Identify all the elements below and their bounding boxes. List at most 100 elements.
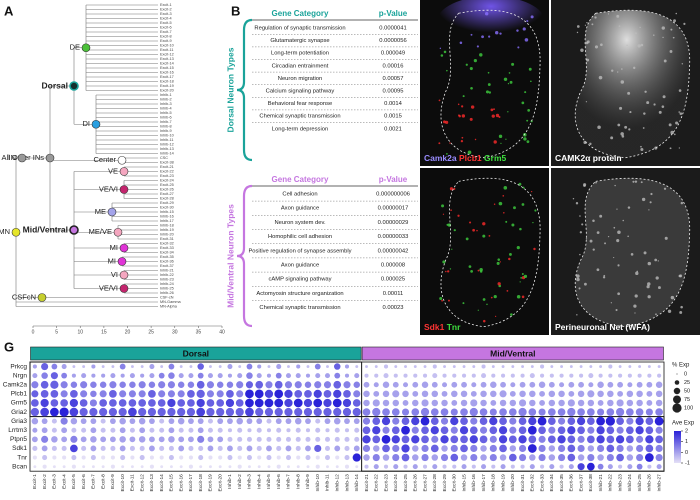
leaf-label: Inhib-14 <box>160 152 174 156</box>
dot <box>305 373 311 378</box>
dot <box>138 381 146 389</box>
dot <box>509 417 517 425</box>
gene-category: Neuron migration <box>278 76 322 82</box>
leaf-label: Excit-29 <box>160 201 174 205</box>
dot <box>256 445 262 451</box>
dot <box>471 382 477 388</box>
speckle <box>490 296 493 299</box>
dot <box>421 453 429 462</box>
dot <box>315 455 320 460</box>
dot <box>178 436 185 443</box>
speckle <box>516 29 519 32</box>
dot <box>469 426 478 435</box>
dot <box>363 399 370 407</box>
dot <box>59 407 69 417</box>
dot <box>343 390 351 398</box>
cluster-label: Inhib-27 <box>656 474 662 492</box>
dot <box>606 435 615 444</box>
dot <box>607 390 614 398</box>
dot <box>41 445 48 452</box>
dot <box>101 373 106 378</box>
speckle <box>644 90 647 93</box>
dot <box>326 365 329 369</box>
dot <box>508 408 517 416</box>
cluster-label: Excit-27 <box>422 474 428 492</box>
leaf-label: Inhib-18 <box>160 224 174 228</box>
dot <box>451 400 458 406</box>
dot <box>285 373 291 379</box>
dot <box>324 445 331 451</box>
speckle <box>503 77 508 82</box>
speckle <box>646 285 650 289</box>
legend-dot <box>673 395 681 404</box>
dot <box>567 435 576 444</box>
speckle <box>576 31 579 34</box>
dot <box>139 445 145 451</box>
speckle <box>673 133 676 136</box>
dot <box>168 445 174 451</box>
gene-label: Bcan <box>12 463 27 470</box>
dot <box>509 399 517 407</box>
dot <box>227 436 233 442</box>
leaf-label: Excit-6 <box>160 26 172 30</box>
speckle <box>517 46 520 49</box>
speckle <box>653 34 655 36</box>
dot <box>499 417 507 425</box>
speckle <box>497 258 501 261</box>
dot <box>344 455 350 461</box>
dot <box>90 445 97 452</box>
p-value: 0.0000041 <box>379 26 406 32</box>
dot <box>392 417 400 425</box>
dot <box>284 389 293 398</box>
cluster-label: Excit-28 <box>432 474 438 492</box>
dot <box>500 464 506 470</box>
dot <box>638 365 642 369</box>
speckle <box>597 125 601 130</box>
tissue <box>575 178 690 327</box>
dot <box>227 428 233 433</box>
dot <box>168 418 175 425</box>
dot <box>401 444 410 453</box>
gene-category: Behavioral fear response <box>268 101 332 107</box>
gene-label: Ptpn5 <box>10 436 27 443</box>
speckle <box>661 26 665 30</box>
dot <box>227 455 233 461</box>
dot <box>333 363 341 370</box>
dot <box>557 435 566 444</box>
dot <box>490 400 497 406</box>
cluster-label: Inhib-3 <box>247 474 253 489</box>
speckle <box>451 248 453 250</box>
dot <box>430 417 439 425</box>
gene-label: Camk2a <box>3 381 28 388</box>
leaf-label: Inhib-13 <box>160 147 174 151</box>
speckle <box>579 253 581 256</box>
dot <box>373 382 379 388</box>
speckle <box>497 282 501 286</box>
dot <box>626 390 634 398</box>
dot <box>460 417 468 425</box>
leaf-label: Excit-7 <box>160 30 172 34</box>
dot <box>121 465 125 469</box>
dot <box>305 455 311 461</box>
group-bar <box>30 346 362 361</box>
p-value: 0.00000017 <box>378 206 409 212</box>
dot <box>382 454 390 461</box>
tick-label: 35 <box>196 329 202 335</box>
dot <box>326 465 329 469</box>
dot <box>315 418 321 424</box>
cluster-label: Excit-16 <box>178 474 184 492</box>
cluster-label: Inhib-15 <box>461 474 467 492</box>
dot <box>616 453 624 462</box>
dot <box>256 418 263 425</box>
dot <box>80 418 87 425</box>
speckle <box>461 114 466 118</box>
speckle <box>640 147 644 151</box>
cluster-label: Excit-6 <box>81 474 87 489</box>
dot <box>284 381 293 389</box>
dot <box>441 390 448 397</box>
speckle <box>586 58 590 62</box>
dot <box>52 455 57 460</box>
cluster-label: Inhib-19 <box>500 474 506 492</box>
dot <box>225 398 235 408</box>
speckle <box>438 142 441 145</box>
